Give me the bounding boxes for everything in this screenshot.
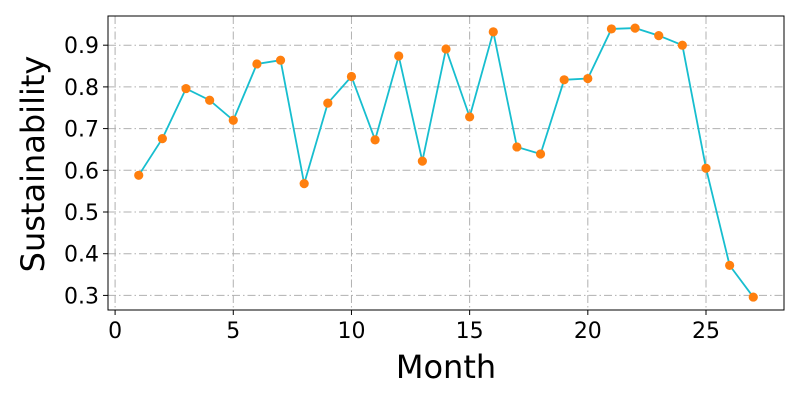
data-point [630, 23, 640, 33]
data-point [748, 292, 758, 302]
y-tick-label: 0.6 [64, 159, 99, 184]
plot-frame [107, 15, 785, 311]
data-point [417, 156, 427, 166]
data-point [488, 27, 498, 37]
data-point [583, 73, 593, 84]
y-tick-label: 0.4 [64, 243, 99, 268]
data-point [323, 98, 333, 108]
data-point [370, 135, 380, 145]
data-point [252, 59, 262, 69]
data-point [205, 95, 215, 105]
x-tick-label: 20 [574, 319, 602, 344]
data-point [465, 112, 475, 122]
x-tick-label: 0 [108, 319, 122, 344]
y-axis-title: Sustainability [14, 56, 52, 273]
x-tick-label: 15 [456, 319, 484, 344]
data-point [606, 24, 617, 34]
x-axis-title: Month [396, 348, 496, 386]
data-point [725, 260, 735, 270]
data-point [346, 71, 357, 82]
data-point [394, 51, 404, 61]
data-point [299, 179, 309, 189]
y-tick-label: 0.5 [64, 201, 99, 226]
y-tick-label: 0.7 [64, 118, 99, 143]
data-point [228, 115, 238, 125]
data-point [181, 83, 191, 94]
data-point [441, 44, 451, 54]
series [134, 23, 758, 302]
y-tick-label: 0.9 [64, 34, 99, 59]
x-tick-label: 25 [692, 319, 720, 344]
ticks: 0 5 10 15 20 25 0.3 0.4 0.5 0.6 0.7 0.8 0.9 [64, 34, 720, 344]
data-point [512, 142, 522, 152]
data-point [677, 40, 687, 50]
grid [108, 16, 784, 310]
data-point [275, 55, 286, 65]
x-tick-label: 5 [226, 319, 240, 344]
series-line [137, 27, 754, 298]
data-point [654, 30, 664, 41]
y-tick-label: 0.3 [64, 284, 99, 309]
data-point [701, 163, 711, 173]
y-tick-label: 0.8 [64, 76, 99, 101]
data-point [559, 75, 569, 85]
data-point [535, 149, 546, 159]
data-point [157, 134, 167, 144]
data-point [134, 170, 144, 180]
x-tick-label: 10 [337, 319, 365, 344]
